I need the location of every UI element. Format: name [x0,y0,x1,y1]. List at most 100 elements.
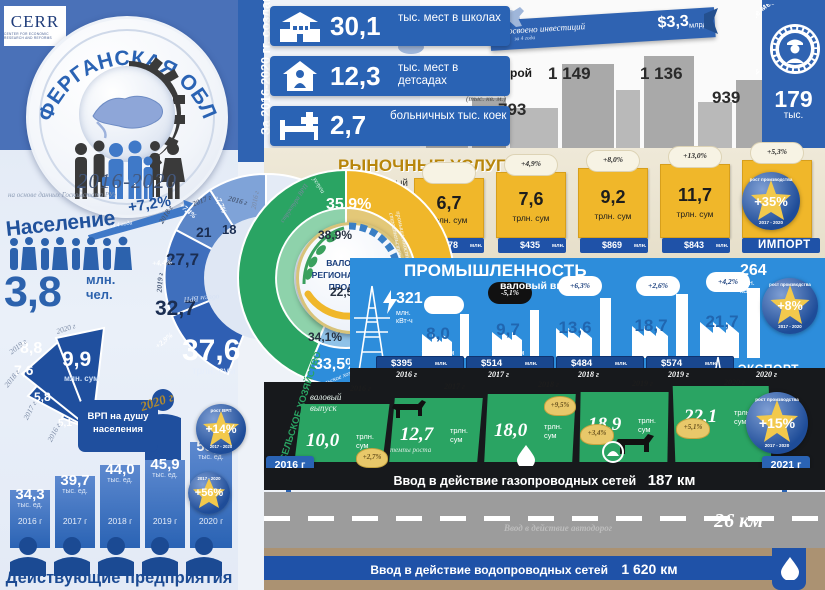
population-value: 3,8 [4,268,62,316]
import-unit-0: млн. [470,243,483,249]
market-card-2: 9,2 трлн. сум [578,168,648,238]
enterprise-year-4: 2020 г [198,516,224,526]
market-growth-4: +5,3% [767,147,787,156]
market-unit-2: трлн. сум [594,211,632,221]
grp-capita-value-3: 8,8 [20,340,43,357]
industry-unit-3: трлн. сум [635,348,669,357]
water-network-bar: Ввод в действие водопроводных сетей 1 62… [264,556,784,580]
agriculture-unit-0: трлн. сум [356,432,374,450]
industry-electricity-right-value: 264 [740,262,767,279]
pie-inner-agriculture: 34,1% [308,330,343,344]
grp-capita-unit: млн. сум [64,374,99,383]
enterprises-people-band [6,536,232,576]
import-value-1: $435 [520,240,541,250]
industry-growth-1: -5,1% [500,288,520,297]
population-people-icon [10,236,132,270]
worker-badge [770,24,820,74]
industry-title: ПРОМЫШЛЕННОСТЬ [404,261,587,280]
industry-unit-4: трлн. сум [706,348,740,357]
factory-icon-4 [700,288,760,358]
market-card-3: 11,7 трлн. сум [660,164,730,238]
grp-value-2018: 27,7 [166,250,200,269]
industry-badge-label: рост производства [769,282,811,287]
market-value-2: 9,2 [600,187,626,207]
star-icon [203,411,239,446]
agriculture-value-2: 18,0 [494,420,528,441]
housing-value-2: 1 149 [548,64,591,83]
agriculture-coin-3: +3,4% [580,424,614,445]
jobs-panel: новые рабочие места 179 тыс. [756,0,825,152]
grp-growth-badge: +14% рост ВРП 2017 - 2020 [196,404,246,454]
market-growth-badge: +35% рост производства 2017 - 2020 [742,172,800,230]
road-value: 26 км [714,510,763,532]
industry-growth-2: +6,3% [570,281,590,290]
industry-year-4: 2020 г [756,370,777,379]
enterprise-year-2: 2018 г [107,516,133,526]
housing-value-4: 939 [712,88,741,107]
social-text-schools: тыс. мест в школах [398,12,501,24]
agriculture-growth-2: +9,5% [550,401,570,409]
lightning-icon [383,290,397,314]
agriculture-value-1: 12,7 [400,424,434,445]
grp-value-2020: 37,6 [182,334,241,367]
cow-icon-1 [615,434,654,454]
agriculture-year-3: 2019 г [632,379,653,388]
industry-electricity-left-unit: млн. кВт-ч [396,310,413,325]
market-cloud-4: +5,3% [750,142,804,164]
road-dashes [264,516,825,521]
agriculture-year-1: 2017 г [444,382,465,391]
pie-outer-agriculture: 33,5% [314,356,360,373]
industry-unit-0: трлн. сум [421,348,455,357]
agriculture-year-4: 2020 г [724,378,745,387]
jobs-unit: тыс. [783,110,804,121]
grp-badge-label: рост ВРП [210,408,232,413]
market-growth-1: +4,9% [521,159,541,168]
social-value-schools: 30,1 [330,11,381,41]
agriculture-coin-2: +9,5% [544,396,576,416]
market-card-1: 7,6 трлн. сум [496,172,566,238]
agriculture-growth-3: +3,4% [587,429,607,437]
grp-per-capita-label: ВРП на душу населения [78,400,158,452]
population-figures [6,236,136,270]
enterprise-bar-3 [145,460,185,548]
people-illustration [69,137,185,199]
import-unit-3: млн. [716,243,729,249]
population-unit: млн. чел. [86,272,115,302]
emblem-period: 2016-2020 [77,169,177,193]
grp-value-2019: 32,7 [155,297,196,320]
grp-capita-value-1: 5,8 [34,390,51,404]
import-unit-2: млн. [634,243,647,249]
cerr-logo-subtext: CENTER FOR ECONOMIC RESEARCH AND REFORMS [4,32,52,40]
factory-icon-1 [492,310,539,358]
social-value-kindergartens: 12,3 [330,61,381,91]
industry-unit-1: трлн. сум [491,348,525,357]
enterprises-badge-period: 2017 - 2020 [197,476,221,481]
power-tower-icon [354,285,390,379]
market-cloud-0 [422,162,476,184]
factory-icon-3 [632,294,688,358]
export-unit-2: млн. [615,361,628,367]
social-text-kindergartens: тыс. мест в детсадах [398,62,459,87]
kindergarten-icon [283,61,317,91]
industry-cloud-1: -5,1% [488,282,532,304]
housing-unit: (тыс. кв. м.) [466,94,506,103]
enterprises-badge-value: +56% [194,487,224,499]
cerr-logo: CERR CENTER FOR ECONOMIC RESEARCH AND RE… [4,6,66,46]
export-value-3: $574 [661,358,683,369]
agriculture-unit-1: трлн. сум [450,426,468,444]
agriculture-value-0: 10,0 [306,430,340,451]
grp-badge-value: +14% [205,422,237,436]
enterprise-unit-3: тыс. ед. [152,472,178,479]
people-icon [75,140,185,199]
investment-sublabel: за 4 года [514,35,536,43]
market-value-3: 11,7 [677,185,713,205]
export-unit-1: млн. [525,361,538,367]
import-value-3: $843 [684,240,705,250]
industry-value-1: 9,7 [496,320,520,339]
market-growth-2: +8,0% [603,155,623,164]
industry-cloud-3: +2,6% [636,276,680,296]
housing-value-3: 1 136 [640,64,683,83]
grp-unit: трлн. сум [192,366,236,377]
market-badge-label: рост производства [749,177,793,182]
enterprise-value-2: 44,0 [105,461,135,478]
